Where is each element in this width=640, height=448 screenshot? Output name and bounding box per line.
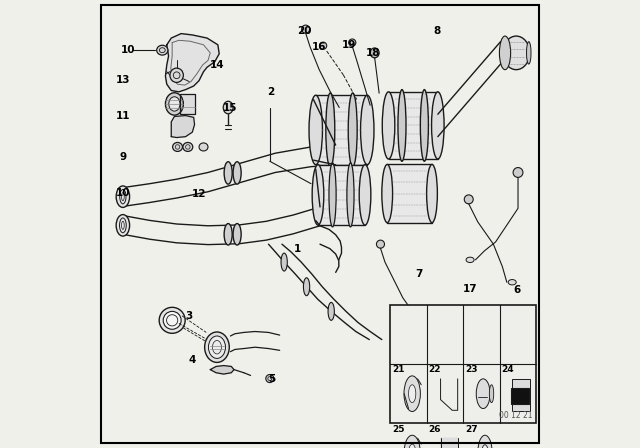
Ellipse shape bbox=[404, 435, 420, 448]
Ellipse shape bbox=[476, 379, 490, 409]
Polygon shape bbox=[172, 116, 195, 138]
Polygon shape bbox=[440, 438, 458, 448]
Ellipse shape bbox=[233, 162, 241, 184]
Text: 20: 20 bbox=[297, 26, 312, 36]
Ellipse shape bbox=[527, 42, 531, 64]
Bar bbox=[512, 379, 530, 411]
Ellipse shape bbox=[349, 39, 356, 46]
Ellipse shape bbox=[157, 45, 168, 55]
Text: 8: 8 bbox=[434, 26, 441, 36]
Ellipse shape bbox=[408, 385, 416, 403]
Ellipse shape bbox=[347, 163, 354, 227]
Ellipse shape bbox=[319, 42, 327, 49]
Ellipse shape bbox=[223, 101, 233, 114]
Ellipse shape bbox=[224, 162, 232, 184]
Text: 21: 21 bbox=[392, 366, 404, 375]
Ellipse shape bbox=[224, 224, 232, 245]
Ellipse shape bbox=[508, 280, 516, 285]
Text: 4: 4 bbox=[189, 355, 196, 365]
Ellipse shape bbox=[482, 445, 488, 448]
Ellipse shape bbox=[359, 165, 371, 225]
Text: 10: 10 bbox=[116, 188, 130, 198]
Ellipse shape bbox=[199, 143, 208, 151]
Ellipse shape bbox=[404, 376, 420, 411]
Ellipse shape bbox=[431, 92, 444, 159]
Text: 5: 5 bbox=[268, 375, 275, 384]
Bar bbox=[316, 95, 367, 165]
Ellipse shape bbox=[165, 93, 184, 115]
Ellipse shape bbox=[173, 142, 182, 151]
Text: 3: 3 bbox=[186, 311, 193, 321]
Bar bbox=[390, 305, 536, 423]
Ellipse shape bbox=[422, 325, 429, 329]
Text: 23: 23 bbox=[465, 366, 477, 375]
Polygon shape bbox=[210, 366, 234, 374]
Text: 17: 17 bbox=[463, 284, 477, 294]
Ellipse shape bbox=[360, 95, 374, 165]
Ellipse shape bbox=[163, 311, 181, 329]
Text: 11: 11 bbox=[116, 112, 130, 121]
Ellipse shape bbox=[328, 302, 334, 320]
Bar bbox=[511, 388, 529, 405]
Ellipse shape bbox=[116, 186, 130, 207]
Ellipse shape bbox=[266, 375, 274, 383]
Ellipse shape bbox=[382, 164, 392, 223]
Polygon shape bbox=[180, 94, 195, 114]
Ellipse shape bbox=[466, 257, 474, 263]
Ellipse shape bbox=[326, 93, 335, 167]
Ellipse shape bbox=[408, 444, 416, 448]
Ellipse shape bbox=[159, 307, 185, 333]
Bar bbox=[388, 92, 438, 159]
Text: 1: 1 bbox=[294, 244, 301, 254]
Ellipse shape bbox=[116, 215, 130, 236]
Text: 6: 6 bbox=[513, 285, 521, 295]
Text: 9: 9 bbox=[119, 152, 127, 162]
Text: 13: 13 bbox=[116, 75, 130, 85]
Ellipse shape bbox=[329, 163, 336, 227]
Ellipse shape bbox=[420, 90, 428, 161]
Ellipse shape bbox=[205, 332, 229, 362]
Text: 25: 25 bbox=[392, 425, 404, 434]
Ellipse shape bbox=[464, 195, 473, 204]
Text: 22: 22 bbox=[429, 366, 441, 375]
Text: 2: 2 bbox=[267, 87, 275, 97]
Text: 18: 18 bbox=[365, 48, 380, 58]
Text: 15: 15 bbox=[223, 103, 237, 112]
Text: 19: 19 bbox=[342, 40, 356, 50]
Bar bbox=[318, 165, 365, 225]
Ellipse shape bbox=[209, 336, 225, 358]
Ellipse shape bbox=[169, 97, 180, 111]
Text: 24: 24 bbox=[501, 366, 514, 375]
Ellipse shape bbox=[233, 224, 241, 245]
Ellipse shape bbox=[309, 95, 323, 165]
Ellipse shape bbox=[382, 92, 395, 159]
Text: 14: 14 bbox=[210, 60, 224, 70]
Ellipse shape bbox=[370, 48, 379, 58]
Ellipse shape bbox=[183, 142, 193, 151]
Ellipse shape bbox=[503, 36, 530, 69]
Text: 00 12 21: 00 12 21 bbox=[499, 411, 532, 420]
Ellipse shape bbox=[312, 165, 324, 225]
Bar bbox=[387, 164, 432, 223]
Ellipse shape bbox=[348, 93, 357, 167]
Text: 27: 27 bbox=[465, 425, 477, 434]
Ellipse shape bbox=[490, 385, 493, 403]
Ellipse shape bbox=[427, 164, 437, 223]
Ellipse shape bbox=[303, 278, 310, 296]
Ellipse shape bbox=[301, 25, 310, 33]
Text: 7: 7 bbox=[415, 269, 422, 279]
Text: 26: 26 bbox=[429, 425, 441, 434]
Polygon shape bbox=[165, 34, 220, 92]
Text: 16: 16 bbox=[312, 42, 326, 52]
Polygon shape bbox=[440, 379, 458, 410]
Ellipse shape bbox=[499, 36, 511, 69]
Ellipse shape bbox=[477, 435, 492, 448]
Ellipse shape bbox=[398, 90, 406, 161]
Text: 10: 10 bbox=[121, 45, 136, 55]
Ellipse shape bbox=[281, 253, 287, 271]
Ellipse shape bbox=[513, 168, 523, 177]
Ellipse shape bbox=[376, 240, 385, 248]
Text: 12: 12 bbox=[192, 189, 206, 198]
Ellipse shape bbox=[170, 68, 184, 82]
